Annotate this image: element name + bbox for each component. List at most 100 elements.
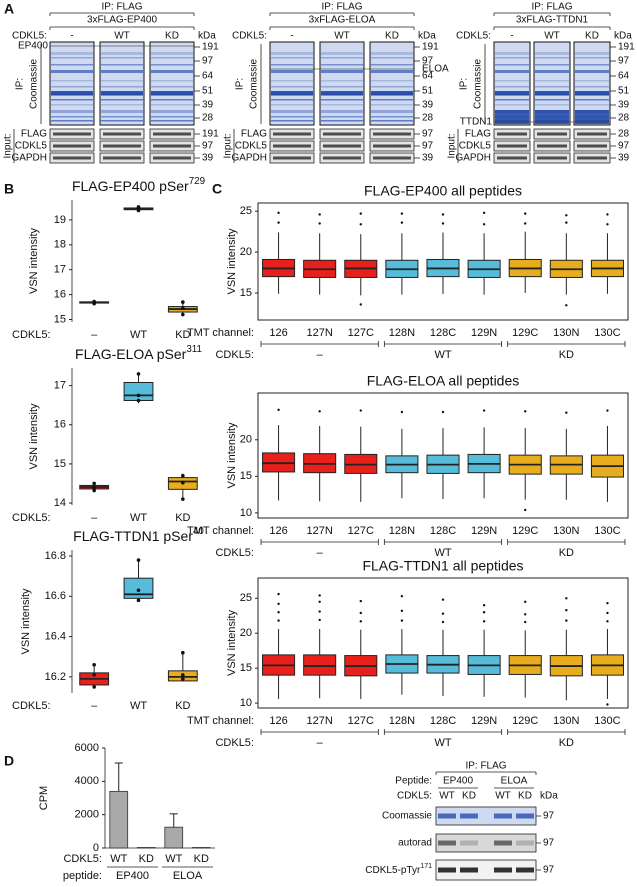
gel-band [101, 70, 143, 73]
gel-band [321, 116, 363, 118]
lane-label: KD [518, 791, 532, 802]
blot-band [323, 156, 361, 160]
blot-band [273, 132, 311, 136]
blot-band [537, 144, 567, 148]
outlier [277, 221, 280, 224]
x-tick-label: 127N [307, 525, 333, 537]
y-tick-label: 19 [54, 214, 66, 226]
row-label-sup: 171 [420, 863, 432, 870]
outlier [359, 223, 362, 226]
data-point [181, 300, 185, 304]
marker-label: 97 [618, 141, 630, 152]
gel-band [151, 104, 193, 106]
marker-label: 191 [422, 42, 439, 53]
gel-band [495, 64, 529, 66]
gel-band [271, 52, 313, 55]
data-point [92, 299, 96, 304]
marker-label: 39 [422, 100, 434, 111]
gel-band [101, 99, 143, 101]
outlier [400, 619, 404, 622]
gel-band [321, 99, 363, 101]
y-axis-title: VSN intensity [226, 228, 238, 295]
y-tick-label: 16 [54, 419, 66, 431]
x-tick-label: WT [130, 512, 147, 524]
group-label: KD [559, 349, 574, 361]
data-point [136, 398, 141, 403]
blot-band [438, 867, 456, 873]
x-tick-label: 129C [512, 525, 538, 537]
gel-band [535, 99, 569, 101]
channel-label: TMT channel: [187, 715, 254, 727]
outlier [482, 223, 486, 226]
outlier [524, 600, 527, 603]
outlier [524, 620, 527, 624]
data-point [92, 481, 96, 486]
row-label-main: CDKL5-pTyr [365, 865, 421, 876]
y-tick-label: 20 [240, 434, 252, 446]
x-tick-label: KD [175, 700, 190, 712]
gel-band [371, 99, 413, 101]
marker-label: 97 [202, 141, 214, 152]
x-axis-title: CDKL5: [12, 512, 51, 524]
marker-label: 51 [202, 86, 214, 97]
outlier [400, 221, 404, 224]
outlier [318, 610, 321, 613]
gel-band [271, 116, 313, 118]
data-point [136, 393, 141, 398]
blot-band [273, 144, 311, 148]
ip-header: IP: FLAG [465, 761, 506, 772]
blot-band [494, 840, 512, 846]
outlier [565, 214, 568, 217]
blot-band [494, 813, 512, 819]
y-tick-label: 15 [54, 458, 66, 470]
y-axis-title: VSN intensity [28, 227, 40, 294]
y-tick-label: 10 [240, 697, 252, 709]
marker-label: 51 [422, 86, 434, 97]
x-tick-label: 128N [389, 525, 415, 537]
y-tick-label: 20 [240, 627, 252, 639]
marker-label: 97 [422, 129, 434, 140]
chart-title: FLAG-TTDN1 pSer40 [73, 526, 204, 544]
outlier [318, 410, 321, 413]
marker-label: 39 [202, 100, 214, 111]
construct-label: 3xFLAG-TTDN1 [516, 15, 589, 26]
y-tick-label: 17 [54, 380, 66, 392]
gel-band [495, 70, 529, 73]
gel-band [51, 104, 93, 106]
marker-label: 39 [618, 153, 630, 164]
x-tick-label: 128C [430, 327, 456, 339]
outlier [400, 609, 404, 613]
outlier [359, 611, 362, 615]
chart-title: FLAG-EP400 all peptides [364, 183, 522, 199]
gel-lane [149, 41, 195, 126]
input-row-label: GAPDH [11, 153, 47, 164]
x-tick-label: 127C [348, 715, 374, 727]
blot-band [373, 144, 411, 148]
input-row-label: CDKL5 [15, 141, 48, 152]
y-tick-label: 25 [240, 205, 252, 217]
y-tick-label: 4000 [75, 775, 99, 787]
outlier [606, 213, 609, 216]
outlier [318, 594, 321, 597]
lane-label: - [510, 31, 513, 42]
y-axis-title: VSN intensity [226, 422, 238, 489]
data-point [136, 372, 141, 376]
blot-band [460, 840, 478, 846]
blot-band [537, 156, 567, 160]
x-tick-label: 130N [553, 327, 579, 339]
blot-band [153, 132, 191, 136]
outlier [359, 409, 362, 412]
data-point [181, 673, 185, 677]
x-tick-label: 128C [430, 525, 456, 537]
data-point [181, 497, 185, 501]
group-label: – [317, 737, 324, 749]
marker-label: 191 [202, 42, 219, 53]
peptide-name: EP400 [443, 776, 473, 787]
data-point [92, 663, 96, 667]
lane-label: KD [462, 791, 476, 802]
x-tick-label: 130N [553, 525, 579, 537]
blot-band [323, 132, 361, 136]
blot-band [537, 132, 567, 136]
bar [109, 790, 129, 849]
stain-label: Coomassie [249, 59, 260, 109]
